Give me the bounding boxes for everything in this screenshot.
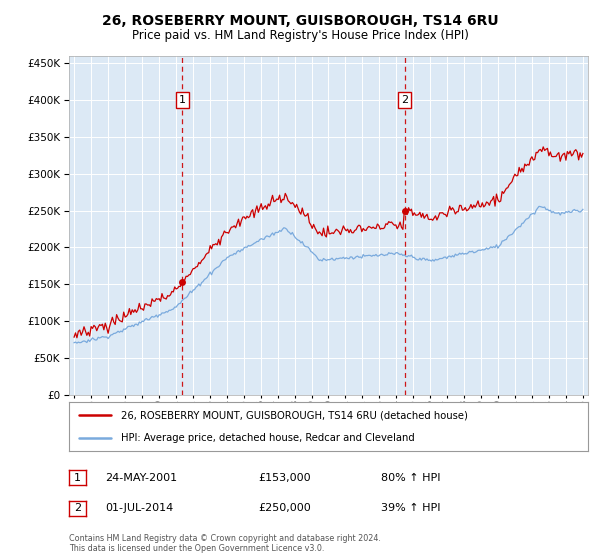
Text: 39% ↑ HPI: 39% ↑ HPI [381,503,440,514]
Text: 01-JUL-2014: 01-JUL-2014 [105,503,173,514]
Text: £250,000: £250,000 [258,503,311,514]
Text: This data is licensed under the Open Government Licence v3.0.: This data is licensed under the Open Gov… [69,544,325,553]
Text: 1: 1 [179,95,186,105]
Text: 2: 2 [74,503,81,514]
Text: 1: 1 [74,473,81,483]
Text: HPI: Average price, detached house, Redcar and Cleveland: HPI: Average price, detached house, Redc… [121,433,415,444]
Text: 26, ROSEBERRY MOUNT, GUISBOROUGH, TS14 6RU: 26, ROSEBERRY MOUNT, GUISBOROUGH, TS14 6… [101,14,499,28]
Text: 80% ↑ HPI: 80% ↑ HPI [381,473,440,483]
Text: 26, ROSEBERRY MOUNT, GUISBOROUGH, TS14 6RU (detached house): 26, ROSEBERRY MOUNT, GUISBOROUGH, TS14 6… [121,410,468,421]
Text: 2: 2 [401,95,409,105]
Text: Contains HM Land Registry data © Crown copyright and database right 2024.: Contains HM Land Registry data © Crown c… [69,534,381,543]
Text: £153,000: £153,000 [258,473,311,483]
Text: Price paid vs. HM Land Registry's House Price Index (HPI): Price paid vs. HM Land Registry's House … [131,29,469,42]
Text: 24-MAY-2001: 24-MAY-2001 [105,473,177,483]
